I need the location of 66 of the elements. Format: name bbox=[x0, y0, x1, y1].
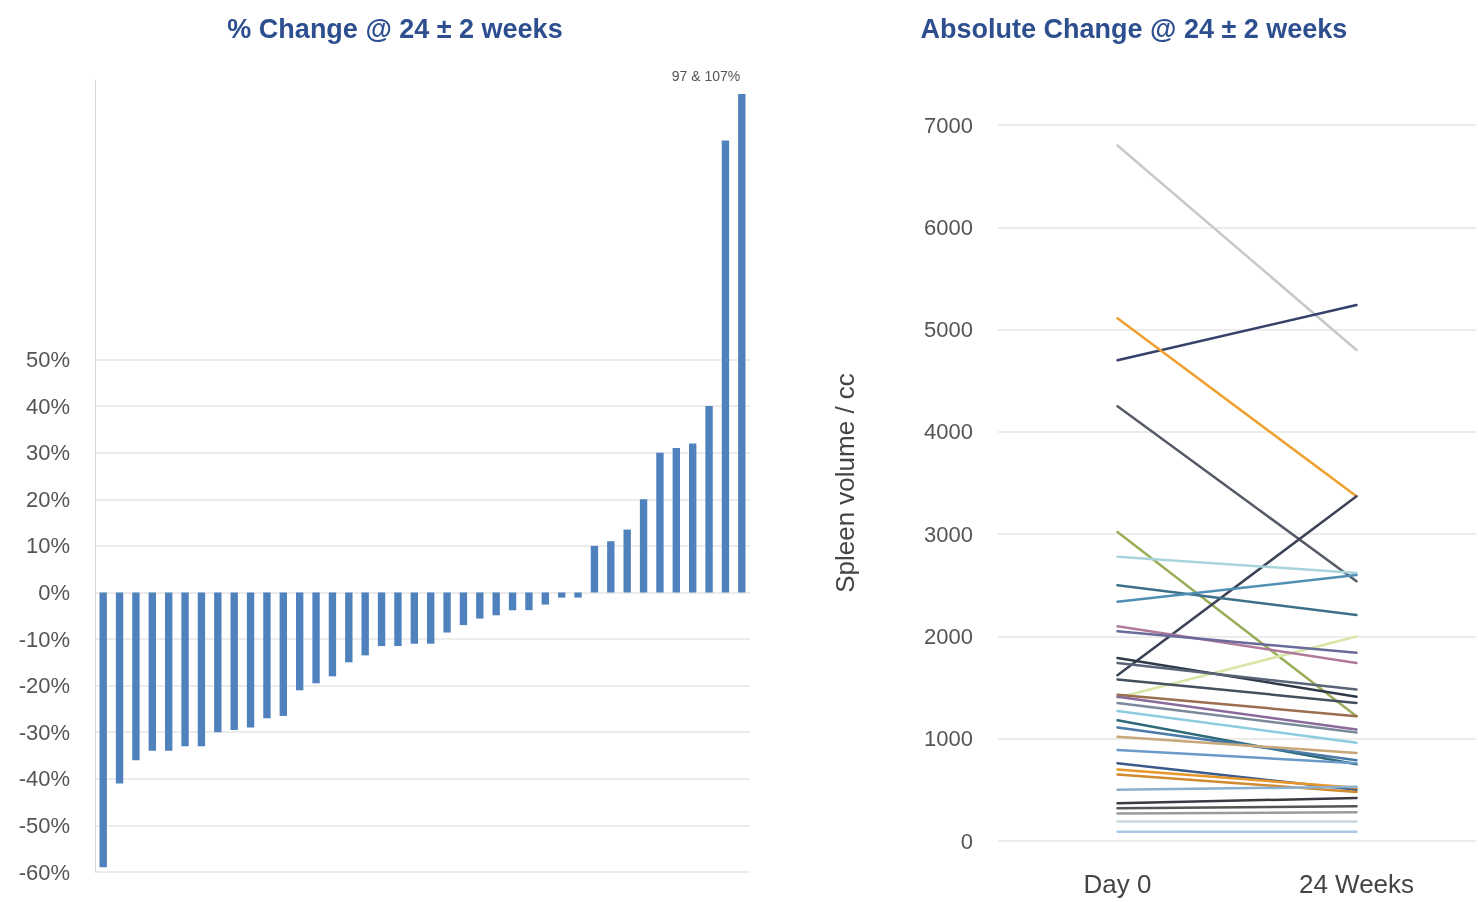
y-tick-label: 30% bbox=[25, 440, 70, 466]
bar bbox=[541, 592, 549, 605]
y-tick-label: 0 bbox=[960, 828, 973, 854]
bar bbox=[165, 592, 173, 751]
chart-title: Absolute Change @ 24 ± 2 weeks bbox=[920, 13, 1348, 44]
y-tick-label: -40% bbox=[18, 766, 70, 792]
bar bbox=[361, 592, 369, 656]
bar bbox=[689, 443, 697, 593]
bar bbox=[476, 592, 484, 619]
bar bbox=[623, 529, 631, 593]
bar bbox=[115, 592, 124, 784]
y-tick-label: -30% bbox=[18, 719, 70, 745]
bar bbox=[574, 592, 582, 598]
bar bbox=[558, 592, 566, 598]
bar bbox=[427, 592, 435, 644]
chart-title: % Change @ 24 ± 2 weeks bbox=[227, 13, 563, 44]
annotation: 97 & 107% bbox=[671, 67, 741, 84]
bar bbox=[410, 592, 418, 644]
bar bbox=[214, 592, 222, 733]
bar bbox=[639, 499, 648, 593]
y-tick-label: 6000 bbox=[924, 214, 973, 240]
bar bbox=[672, 448, 680, 593]
y-tick-label: -10% bbox=[18, 626, 70, 652]
bar bbox=[312, 592, 320, 684]
bar bbox=[345, 592, 353, 663]
bar bbox=[394, 592, 402, 647]
bar bbox=[263, 592, 271, 719]
bar bbox=[525, 592, 533, 611]
y-tick-label: 0% bbox=[38, 579, 70, 605]
y-tick-label: 20% bbox=[25, 486, 70, 512]
y-tick-label: 2000 bbox=[924, 623, 973, 649]
bar bbox=[148, 592, 156, 751]
bar bbox=[459, 592, 468, 626]
bar bbox=[443, 592, 451, 633]
bar bbox=[656, 452, 664, 593]
y-tick-label: -20% bbox=[18, 673, 70, 699]
bar bbox=[705, 406, 713, 593]
y-tick-label: 10% bbox=[25, 533, 70, 559]
x-tick-label: Day 0 bbox=[1083, 869, 1152, 899]
y-tick-label: 7000 bbox=[924, 112, 973, 138]
bar bbox=[721, 140, 730, 593]
bar bbox=[377, 592, 386, 647]
bar bbox=[590, 545, 599, 593]
y-tick-label: -60% bbox=[18, 859, 70, 885]
bar bbox=[132, 592, 140, 761]
bar bbox=[328, 592, 337, 677]
bar bbox=[181, 592, 189, 747]
y-tick-label: -50% bbox=[18, 812, 70, 838]
x-tick-label: 24 Weeks bbox=[1298, 869, 1415, 899]
bar bbox=[492, 592, 500, 616]
bar bbox=[279, 592, 287, 716]
bar bbox=[508, 592, 517, 611]
bar bbox=[230, 592, 238, 730]
bar bbox=[607, 541, 615, 593]
bar bbox=[296, 592, 304, 691]
y-tick-label: 5000 bbox=[924, 317, 973, 343]
bar bbox=[197, 592, 206, 747]
y-tick-label: 3000 bbox=[924, 521, 973, 547]
bar bbox=[246, 592, 255, 728]
y-tick-label: 4000 bbox=[924, 419, 973, 445]
y-axis-title: Spleen volume / cc bbox=[830, 373, 860, 593]
y-tick-label: 1000 bbox=[924, 726, 973, 752]
bar bbox=[738, 93, 746, 593]
y-tick-label: 50% bbox=[25, 347, 70, 373]
bar bbox=[99, 592, 107, 868]
y-tick-label: 40% bbox=[25, 393, 70, 419]
